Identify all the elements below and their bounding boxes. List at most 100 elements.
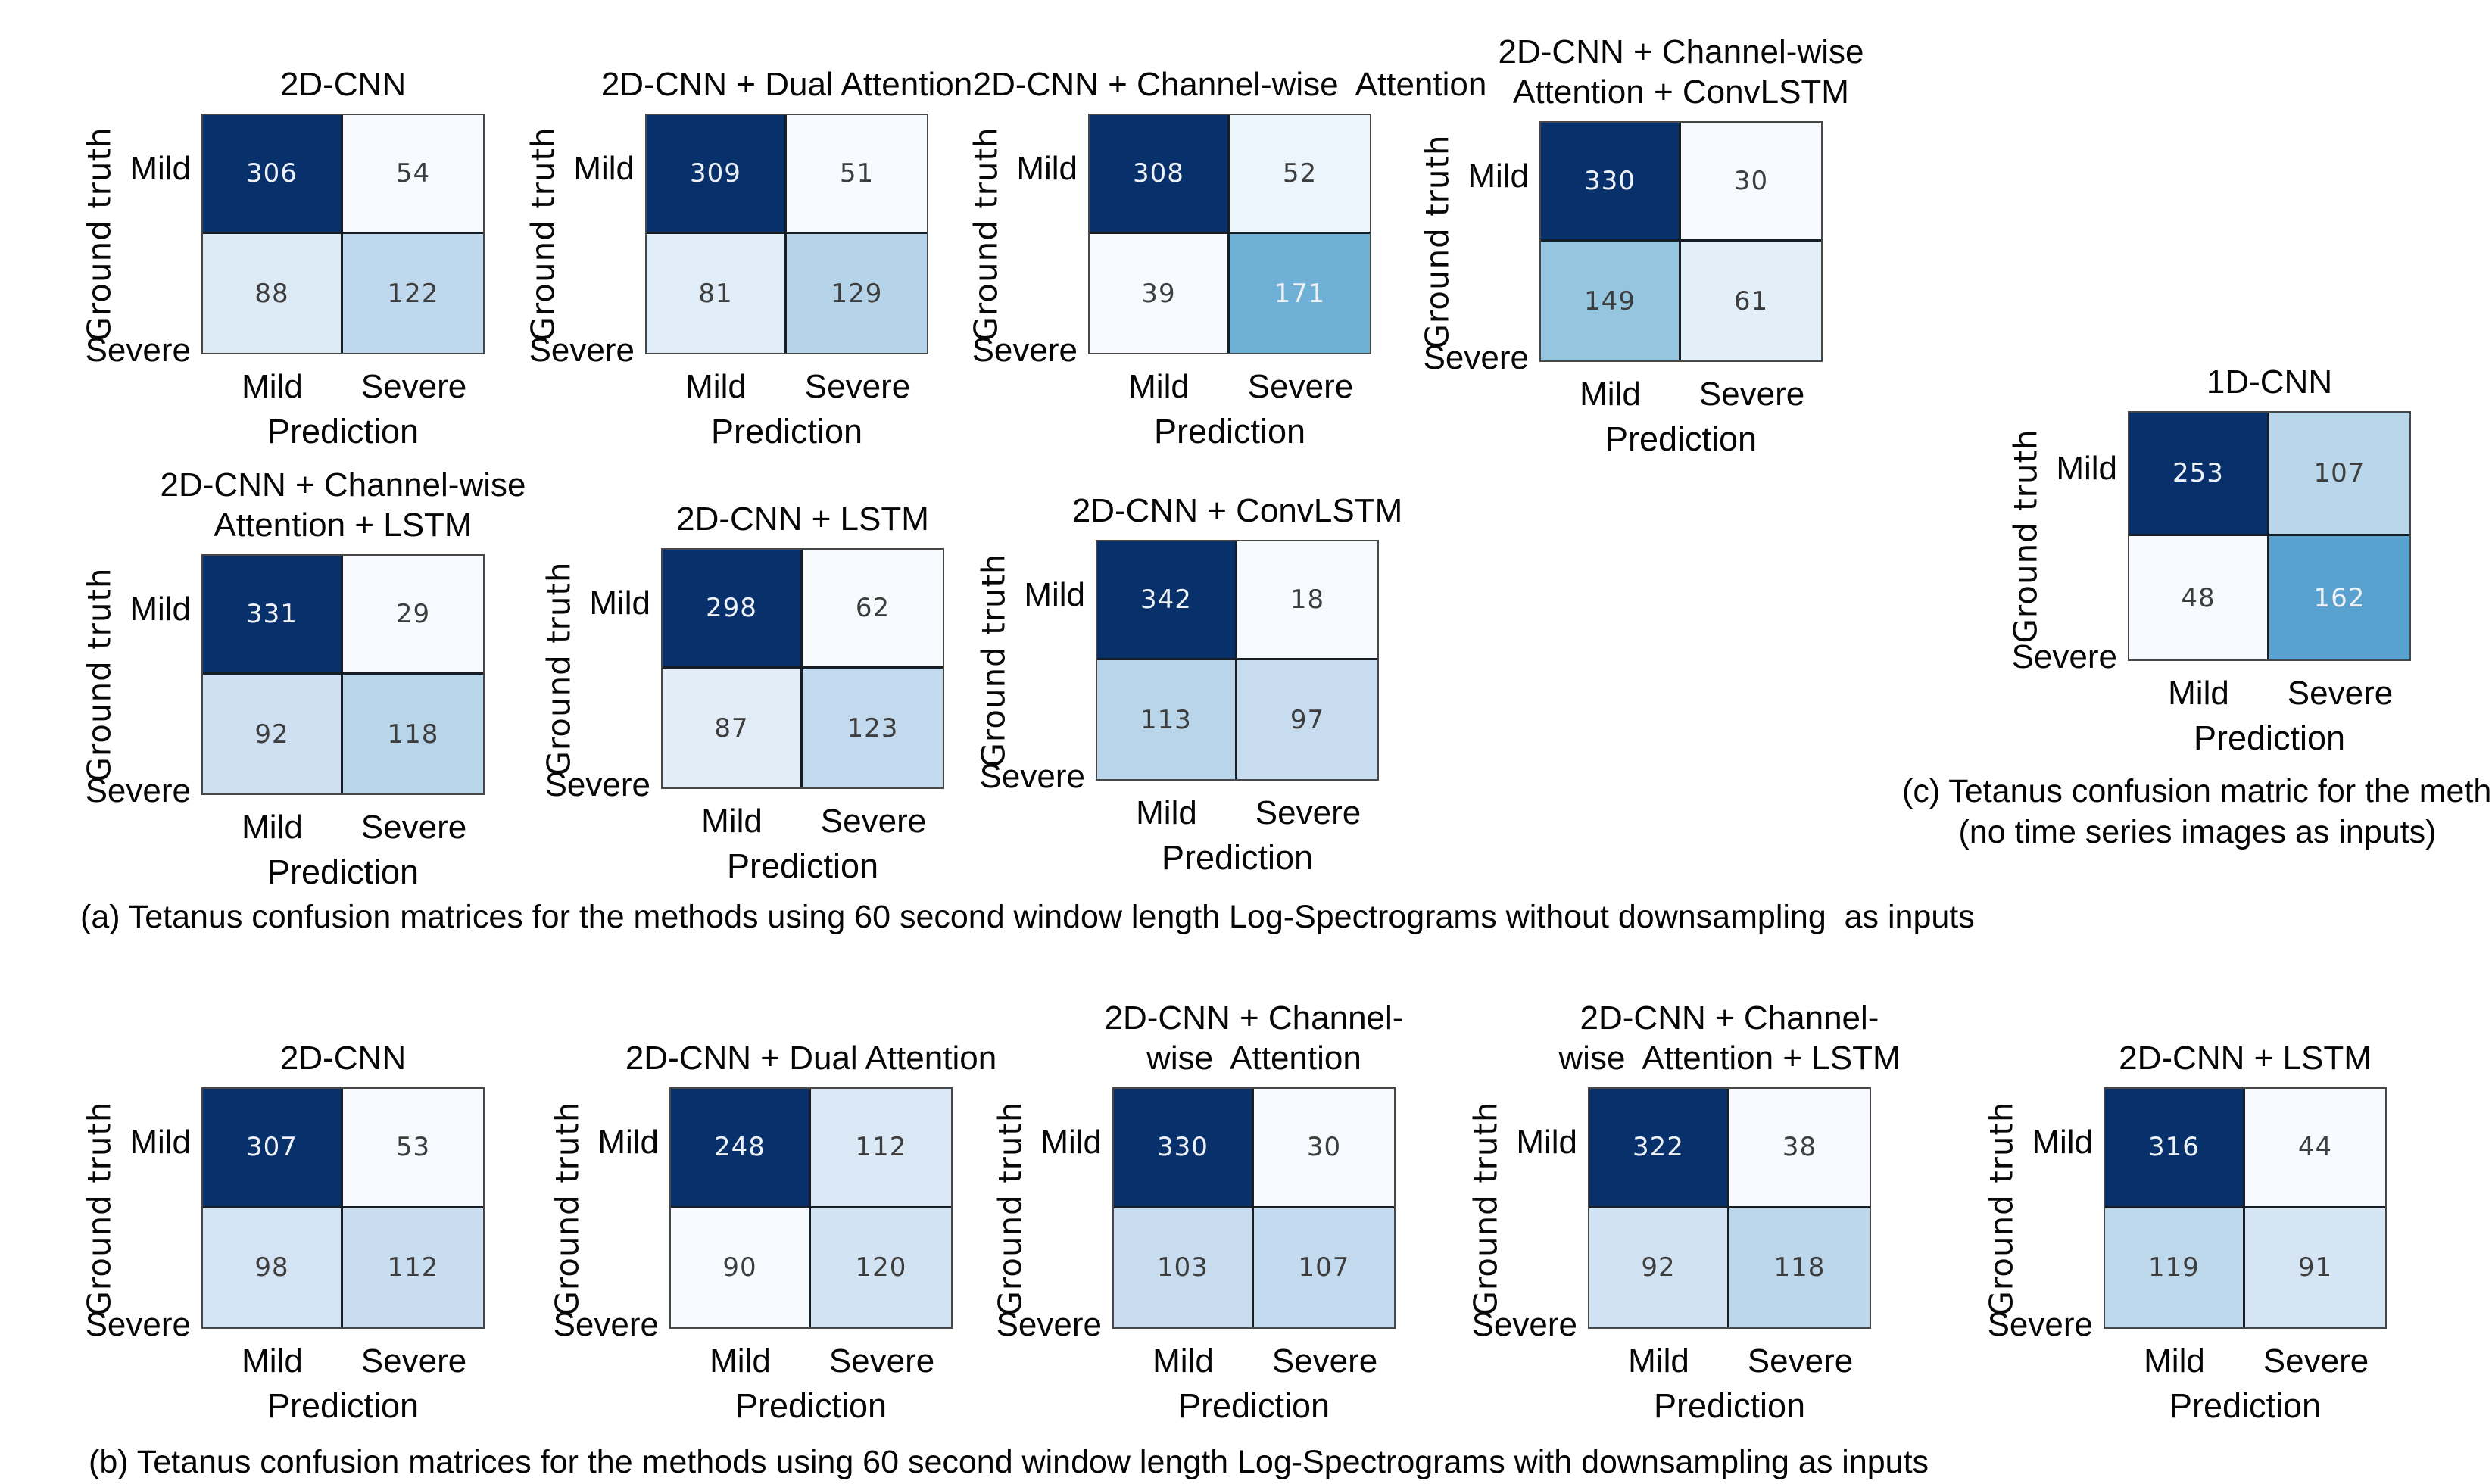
y-tick-severe: Severe: [1471, 1306, 1577, 1343]
matrix-cell-r0c0: 307: [203, 1089, 343, 1208]
matrix-title-line: 2D-CNN + Dual Attention: [625, 1040, 997, 1077]
matrix-title: 2D-CNN + Dual Attention: [601, 64, 972, 104]
x-tick-mild: Mild: [242, 368, 303, 405]
y-axis-label: Ground truth: [80, 126, 118, 341]
matrix-cell-r0c1: 38: [1729, 1089, 1870, 1208]
x-tick-severe: Severe: [1698, 376, 1805, 413]
matrix-cell-r0c0: 309: [647, 115, 787, 234]
caption-c-line-1: (c) Tetanus confusion matric for the met…: [1902, 773, 2492, 809]
matrix-cell-r1c1: 112: [343, 1208, 483, 1327]
matrix-cell-r0c1: 29: [343, 556, 483, 675]
matrix-cell-r1c0: 149: [1541, 242, 1681, 360]
y-axis-label: Ground truth: [2007, 429, 2044, 644]
confusion-matrix-b2: 2D-CNN + Dual Attention Ground truth Mil…: [549, 1040, 997, 1425]
matrix-cell-r0c1: 53: [343, 1089, 483, 1208]
matrix-cell-r0c1: 62: [803, 550, 943, 669]
matrix-cell-r1c0: 90: [671, 1208, 811, 1327]
matrix-title-line: 2D-CNN + Channel-wise: [160, 466, 526, 504]
confusion-matrix-b5: 2D-CNN + LSTM Ground truth Mild Severe 3…: [1983, 1040, 2387, 1425]
y-tick-mild: Mild: [2032, 1124, 2093, 1161]
y-tick-severe: Severe: [544, 766, 650, 803]
confusion-matrix-a1: 2D-CNN Ground truth Mild Severe 306 54 88 1…: [81, 66, 485, 450]
x-tick-mild: Mild: [1628, 1342, 1689, 1380]
matrix-title-line: 2D-CNN + LSTM: [676, 500, 929, 538]
matrix-grid: 298 62 87 123: [661, 548, 944, 789]
matrix-cell-r0c1: 107: [2269, 413, 2409, 536]
y-tick-mild: Mild: [1516, 1124, 1577, 1161]
matrix-grid: 248 112 90 120: [669, 1087, 953, 1329]
matrix-title-line: Attention + ConvLSTM: [1513, 73, 1849, 111]
x-tick-severe: Severe: [2263, 1342, 2369, 1380]
confusion-matrix-a3: 2D-CNN + Channel-wise Attention Ground t…: [968, 66, 1487, 450]
matrix-cell-r1c1: 120: [811, 1208, 951, 1327]
y-tick-severe: Severe: [529, 332, 635, 369]
matrix-title-line: 2D-CNN + ConvLSTM: [1071, 492, 1403, 529]
matrix-title-line: 2D-CNN: [279, 1040, 407, 1077]
matrix-cell-r1c1: 97: [1237, 660, 1377, 779]
y-tick-mild: Mild: [597, 1124, 659, 1161]
x-tick-mild: Mild: [701, 803, 763, 840]
y-tick-severe: Severe: [2011, 638, 2117, 675]
matrix-title-line: 2D-CNN + Channel-wise Attention: [972, 66, 1487, 103]
matrix-title: 2D-CNN: [280, 64, 406, 104]
x-tick-mild: Mild: [242, 1342, 303, 1380]
matrix-title: 2D-CNN + ConvLSTM: [1072, 491, 1402, 531]
matrix-cell-r0c1: 52: [1230, 115, 1370, 234]
matrix-title: 2D-CNN + LSTM: [2119, 1038, 2372, 1078]
x-tick-severe: Severe: [1247, 368, 1354, 405]
confusion-matrix-b4: 2D-CNN + Channel-wise Attention + LSTM G…: [1467, 999, 1901, 1425]
matrix-cell-r0c1: 18: [1237, 541, 1377, 660]
y-tick-severe: Severe: [979, 758, 1085, 795]
matrix-cell-r1c1: 123: [803, 669, 943, 787]
matrix-cell-r1c1: 162: [2269, 536, 2409, 659]
matrix-cell-r1c0: 92: [203, 675, 343, 793]
matrix-cell-r1c1: 122: [343, 234, 483, 353]
y-axis-label: Ground truth: [548, 1100, 586, 1316]
x-axis-label: Prediction: [1605, 419, 1757, 458]
y-tick-severe: Severe: [85, 772, 191, 809]
matrix-title: 2D-CNN + Channel-wise Attention + LSTM: [161, 465, 526, 545]
matrix-cell-r0c0: 342: [1097, 541, 1237, 660]
matrix-title: 2D-CNN + LSTM: [676, 499, 929, 539]
matrix-title: 2D-CNN: [280, 1038, 406, 1078]
matrix-cell-r0c0: 322: [1589, 1089, 1729, 1208]
confusion-matrix-b3: 2D-CNN + Channel-wise Attention Ground t…: [992, 999, 1404, 1425]
x-tick-mild: Mild: [1580, 376, 1641, 413]
matrix-grid: 330 30 149 61: [1539, 121, 1823, 362]
matrix-cell-r1c0: 48: [2129, 536, 2269, 659]
x-tick-severe: Severe: [804, 368, 911, 405]
matrix-title-line: Attention + LSTM: [214, 507, 473, 544]
x-tick-severe: Severe: [828, 1342, 935, 1380]
x-axis-label: Prediction: [2193, 719, 2346, 757]
y-tick-mild: Mild: [129, 1124, 191, 1161]
matrix-title: 2D-CNN + Channel-wise Attention: [1105, 998, 1404, 1078]
matrix-cell-r0c0: 298: [663, 550, 803, 669]
y-axis-label: Ground truth: [80, 567, 118, 782]
caption-c: (c) Tetanus confusion matric for the met…: [1902, 771, 2492, 853]
matrix-cell-r1c0: 87: [663, 669, 803, 787]
x-axis-label: Prediction: [1161, 838, 1314, 877]
matrix-title-line: wise Attention + LSTM: [1558, 1040, 1901, 1077]
confusion-matrix-c1: 1D-CNN Ground truth Mild Severe 253 107 48…: [2007, 363, 2411, 757]
x-tick-severe: Severe: [2287, 675, 2394, 712]
y-tick-mild: Mild: [1040, 1124, 1102, 1161]
x-tick-severe: Severe: [1255, 794, 1361, 831]
x-axis-label: Prediction: [735, 1386, 887, 1425]
matrix-cell-r0c1: 112: [811, 1089, 951, 1208]
x-tick-mild: Mild: [242, 809, 303, 846]
confusion-matrix-a2: 2D-CNN + Dual Attention Ground truth Mil…: [525, 66, 973, 450]
x-tick-severe: Severe: [1271, 1342, 1378, 1380]
x-axis-label: Prediction: [726, 846, 879, 885]
y-tick-severe: Severe: [85, 332, 191, 369]
x-tick-mild: Mild: [1136, 794, 1197, 831]
x-axis-label: Prediction: [1653, 1386, 1806, 1425]
matrix-cell-r1c0: 88: [203, 234, 343, 353]
y-tick-mild: Mild: [573, 150, 635, 188]
y-tick-mild: Mild: [2056, 449, 2117, 487]
matrix-grid: 253 107 48 162: [2128, 411, 2411, 661]
y-tick-severe: Severe: [972, 332, 1078, 369]
confusion-matrix-a4: 2D-CNN + Channel-wise Attention + ConvLST…: [1419, 33, 1864, 458]
y-tick-severe: Severe: [553, 1306, 659, 1343]
matrix-title-line: 2D-CNN + LSTM: [2119, 1040, 2372, 1077]
matrix-grid: 331 29 92 118: [201, 554, 485, 795]
